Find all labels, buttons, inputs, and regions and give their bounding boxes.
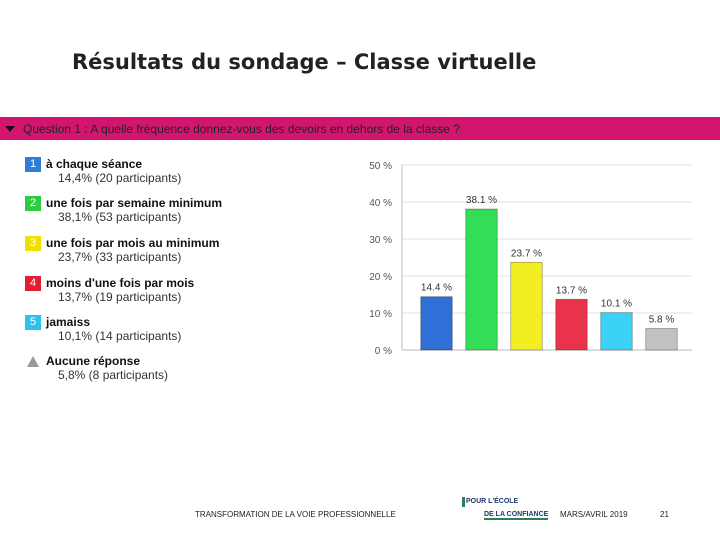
logo: POUR L'ÉCOLE DE LA CONFIANCE: [462, 497, 554, 523]
legend-badge: 1: [25, 157, 41, 172]
legend-badge: 4: [25, 276, 41, 291]
y-tick-label: 20 %: [369, 272, 392, 283]
collapse-triangle-icon[interactable]: [5, 125, 15, 132]
bar-Aucune réponse: [645, 328, 678, 351]
bar-value-label: 5.8 %: [649, 315, 675, 326]
bar-5: [600, 312, 633, 351]
bar-value-label: 38.1 %: [466, 195, 497, 206]
logo-line-2: DE LA CONFIANCE: [484, 511, 549, 520]
bar-value-label: 10.1 %: [601, 299, 632, 310]
bar-1: [420, 296, 453, 351]
legend-badge: 5: [25, 315, 41, 330]
y-tick-label: 50 %: [369, 161, 392, 172]
footer-date: MARS/AVRIL 2019: [560, 510, 628, 519]
legend-label: une fois par semaine minimum: [46, 196, 223, 210]
logo-line-1: POUR L'ÉCOLE: [466, 498, 519, 505]
slide-title: Résultats du sondage – Classe virtuelle: [72, 50, 537, 74]
bar-value-label: 23.7 %: [511, 248, 542, 259]
legend-label: jamaiss: [46, 315, 91, 329]
legend-detail: 38,1% (53 participants): [58, 210, 182, 224]
question-text: Question 1 : A quelle fréquence donnez-v…: [23, 121, 460, 136]
page-number: 21: [660, 510, 669, 519]
question-header[interactable]: Question 1 : A quelle fréquence donnez-v…: [0, 117, 720, 140]
legend-label: moins d'une fois par mois: [46, 276, 195, 290]
legend-detail: 13,7% (19 participants): [58, 290, 182, 304]
legend-detail: 10,1% (14 participants): [58, 329, 182, 343]
y-tick-label: 0 %: [375, 346, 392, 357]
y-tick-label: 40 %: [369, 198, 392, 209]
legend-badge: 3: [25, 236, 41, 251]
bar-2: [465, 208, 498, 351]
triangle-icon: [27, 356, 39, 367]
legend-label: à chaque séance: [46, 157, 143, 171]
footer-title: TRANSFORMATION DE LA VOIE PROFESSIONNELL…: [195, 510, 396, 519]
legend-label: une fois par mois au minimum: [46, 236, 220, 250]
bar-value-label: 13.7 %: [556, 285, 587, 296]
bar-chart: 0 % 10 % 20 % 30 % 40 % 50 % 14.4 % 38.1 % 23.7 …: [369, 161, 692, 357]
logo-bar-icon: [462, 497, 465, 507]
bar-3: [510, 261, 543, 351]
legend-detail: 5,8% (8 participants): [58, 368, 169, 382]
legend-detail: 23,7% (33 participants): [58, 250, 182, 264]
bar-4: [555, 298, 588, 351]
y-tick-label: 10 %: [369, 309, 392, 320]
bar-value-label: 14.4 %: [421, 283, 452, 294]
y-tick-label: 30 %: [369, 235, 392, 246]
legend-label: Aucune réponse: [46, 354, 141, 368]
legend-badge: 2: [25, 196, 41, 211]
legend-detail: 14,4% (20 participants): [58, 171, 182, 185]
